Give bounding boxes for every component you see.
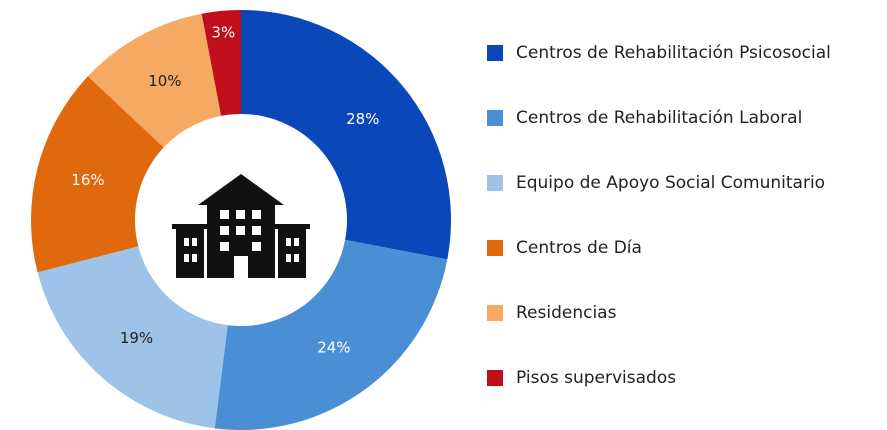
legend-label: Centros de Rehabilitación Psicosocial <box>516 43 831 63</box>
data-label: 16% <box>71 171 104 189</box>
data-label: 19% <box>120 329 153 347</box>
legend-swatch <box>487 305 503 321</box>
legend-swatch <box>487 45 503 61</box>
legend-swatch <box>487 175 503 191</box>
legend-swatch <box>487 370 503 386</box>
legend: Centros de Rehabilitación Psicosocial Cen… <box>487 43 831 388</box>
legend-label: Centros de Día <box>516 238 642 258</box>
legend-label: Equipo de Apoyo Social Comunitario <box>516 173 825 193</box>
data-label: 10% <box>148 72 181 90</box>
data-label: 24% <box>317 338 350 356</box>
data-label: 3% <box>211 23 235 41</box>
legend-swatch <box>487 110 503 126</box>
legend-label: Pisos supervisados <box>516 368 676 388</box>
building-icon <box>172 174 310 278</box>
labels: 28% 24% 19% 16% 10% 3% <box>71 23 379 356</box>
legend-swatch <box>487 240 503 256</box>
data-label: 28% <box>346 110 379 128</box>
legend-label: Centros de Rehabilitación Laboral <box>516 108 802 128</box>
legend-label: Residencias <box>516 303 617 323</box>
